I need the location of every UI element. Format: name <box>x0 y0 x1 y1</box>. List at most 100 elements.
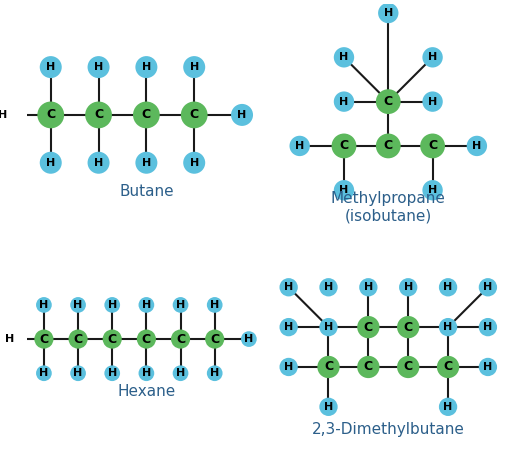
Circle shape <box>135 152 157 174</box>
Text: H: H <box>142 368 151 378</box>
Text: H: H <box>46 158 55 168</box>
Text: C: C <box>189 109 199 121</box>
Circle shape <box>36 365 52 381</box>
Circle shape <box>467 136 487 156</box>
Circle shape <box>0 104 14 126</box>
Circle shape <box>183 152 205 174</box>
Circle shape <box>205 330 224 349</box>
Text: C: C <box>383 95 393 108</box>
Circle shape <box>334 47 354 68</box>
Circle shape <box>479 358 497 376</box>
Circle shape <box>104 297 120 313</box>
Text: C: C <box>428 139 437 153</box>
Text: H: H <box>339 97 349 107</box>
Circle shape <box>173 365 188 381</box>
Text: H: H <box>483 362 493 372</box>
Text: C: C <box>94 109 103 121</box>
Circle shape <box>357 316 379 338</box>
Text: H: H <box>189 158 199 168</box>
Circle shape <box>280 278 298 296</box>
Text: C: C <box>46 109 55 121</box>
Text: H: H <box>483 282 493 292</box>
Text: H: H <box>403 282 413 292</box>
Circle shape <box>439 398 457 416</box>
Circle shape <box>2 331 17 347</box>
Circle shape <box>359 278 377 296</box>
Circle shape <box>70 297 86 313</box>
Circle shape <box>378 3 398 23</box>
Text: 2,3-Dimethylbutane: 2,3-Dimethylbutane <box>312 422 465 437</box>
Circle shape <box>139 365 154 381</box>
Circle shape <box>422 47 443 68</box>
Text: H: H <box>324 322 333 332</box>
Circle shape <box>439 318 457 336</box>
Text: H: H <box>339 185 349 195</box>
Text: H: H <box>39 368 49 378</box>
Text: C: C <box>339 139 349 153</box>
Circle shape <box>207 365 223 381</box>
Circle shape <box>289 136 310 156</box>
Circle shape <box>133 102 160 128</box>
Circle shape <box>40 152 62 174</box>
Circle shape <box>420 133 445 158</box>
Text: C: C <box>74 333 82 345</box>
Circle shape <box>319 318 338 336</box>
Circle shape <box>88 56 110 78</box>
Circle shape <box>317 356 339 378</box>
Circle shape <box>88 152 110 174</box>
Circle shape <box>103 330 122 349</box>
Circle shape <box>422 91 443 112</box>
Text: H: H <box>295 141 304 151</box>
Circle shape <box>171 330 190 349</box>
Text: H: H <box>176 300 185 310</box>
Circle shape <box>397 316 419 338</box>
Circle shape <box>139 297 154 313</box>
Text: C: C <box>403 321 413 334</box>
Circle shape <box>479 278 497 296</box>
Text: C: C <box>364 321 373 334</box>
Text: C: C <box>108 333 117 345</box>
Circle shape <box>34 330 53 349</box>
Circle shape <box>479 318 497 336</box>
Text: C: C <box>364 360 373 374</box>
Text: H: H <box>5 334 14 344</box>
Text: H: H <box>39 300 49 310</box>
Text: Butane: Butane <box>119 183 174 198</box>
Text: H: H <box>443 402 453 412</box>
Text: C: C <box>142 333 151 345</box>
Text: H: H <box>428 52 437 62</box>
Text: H: H <box>210 300 219 310</box>
Circle shape <box>181 102 207 128</box>
Circle shape <box>280 318 298 336</box>
Text: H: H <box>108 300 117 310</box>
Circle shape <box>437 356 459 378</box>
Text: C: C <box>383 139 393 153</box>
Text: H: H <box>443 282 453 292</box>
Text: H: H <box>142 62 151 72</box>
Circle shape <box>85 102 112 128</box>
Circle shape <box>399 278 417 296</box>
Circle shape <box>332 133 356 158</box>
Text: H: H <box>443 322 453 332</box>
Text: C: C <box>210 333 219 345</box>
Circle shape <box>319 278 338 296</box>
Circle shape <box>104 365 120 381</box>
Text: H: H <box>142 158 151 168</box>
Text: C: C <box>443 360 453 374</box>
Text: H: H <box>244 334 253 344</box>
Circle shape <box>357 356 379 378</box>
Circle shape <box>231 104 253 126</box>
Text: H: H <box>324 402 333 412</box>
Text: H: H <box>324 282 333 292</box>
Circle shape <box>376 89 401 114</box>
Text: H: H <box>94 158 103 168</box>
Text: H: H <box>483 322 493 332</box>
Text: H: H <box>339 52 349 62</box>
Text: H: H <box>284 322 293 332</box>
Text: H: H <box>142 300 151 310</box>
Circle shape <box>173 297 188 313</box>
Circle shape <box>319 398 338 416</box>
Text: C: C <box>142 109 151 121</box>
Circle shape <box>37 102 64 128</box>
Circle shape <box>241 331 257 347</box>
